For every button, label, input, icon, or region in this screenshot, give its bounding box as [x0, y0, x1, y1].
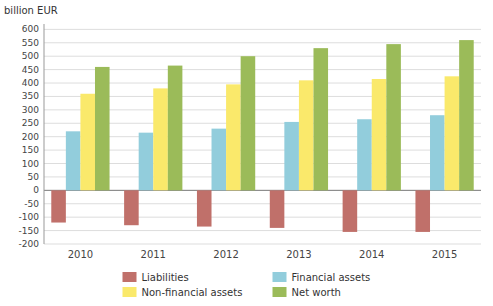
y-tick-label: 550	[22, 38, 39, 48]
y-tick-label: 100	[22, 159, 39, 169]
grid-line	[44, 83, 481, 84]
grid-line	[44, 109, 481, 110]
y-tick-label: 200	[22, 132, 39, 142]
grid	[44, 29, 481, 244]
bar	[372, 79, 387, 190]
bar	[430, 115, 445, 190]
y-tick-label: 300	[22, 105, 39, 115]
bar	[270, 190, 285, 228]
bar	[51, 190, 66, 222]
grid-line	[44, 56, 481, 57]
y-axis-label: billion EUR	[4, 5, 58, 16]
legend-swatch	[123, 287, 137, 297]
y-tick-label: 400	[22, 78, 39, 88]
grid-line	[44, 96, 481, 97]
bar	[284, 122, 299, 190]
y-tick-label: 250	[22, 118, 39, 128]
x-tick-label: 2014	[359, 249, 384, 260]
grid-line	[44, 136, 481, 137]
y-tick-label: 150	[22, 145, 39, 155]
bar	[299, 80, 314, 190]
grid-line	[44, 176, 481, 177]
grid-line	[44, 244, 481, 245]
y-tick-label: 600	[22, 24, 39, 34]
y-tick-labels: -200 -150 -100 -50 0 50 100 150 200 250 300 350 400 4…	[19, 24, 40, 249]
bar	[153, 88, 168, 190]
bar	[415, 190, 430, 232]
x-tick-labels: 2010 2011 2012 2013 2014 2015	[68, 249, 458, 260]
y-tick-label: 0	[33, 185, 39, 195]
bar	[66, 131, 81, 190]
grid-line	[44, 123, 481, 124]
chart-svg: -200 -150 -100 -50 0 50 100 150 200 250 300 350 400 4…	[0, 0, 493, 306]
y-tick-label: -200	[19, 239, 40, 249]
legend-label: Financial assets	[292, 272, 371, 283]
y-tick-label: 350	[22, 91, 39, 101]
y-tick-label: 450	[22, 65, 39, 75]
bar	[343, 190, 358, 232]
x-tick-label: 2010	[68, 249, 93, 260]
x-tick-label: 2011	[141, 249, 166, 260]
bar	[168, 66, 183, 191]
legend-swatch	[123, 272, 137, 282]
bars	[51, 40, 473, 232]
bar	[212, 129, 227, 191]
bar	[459, 40, 474, 190]
bar	[95, 67, 110, 190]
legend-label: Non-financial assets	[142, 287, 243, 298]
legend: Liabilities Financial assets Non-financial…	[123, 272, 371, 298]
y-tick-label: 50	[28, 172, 40, 182]
legend-swatch	[273, 287, 287, 297]
legend-swatch	[273, 272, 287, 282]
y-tick-label: -100	[19, 212, 40, 222]
bar	[313, 48, 328, 190]
y-tick-label: -150	[19, 226, 40, 236]
grid-line	[44, 29, 481, 30]
legend-label: Net worth	[292, 287, 341, 298]
bar	[197, 190, 212, 226]
y-tick-label: -50	[24, 199, 39, 209]
bar	[445, 76, 460, 190]
x-tick-label: 2013	[286, 249, 311, 260]
bar	[241, 56, 256, 190]
grid-line	[44, 69, 481, 70]
x-tick-label: 2012	[213, 249, 238, 260]
grid-line	[44, 42, 481, 43]
legend-label: Liabilities	[142, 272, 189, 283]
y-axis-line	[44, 24, 45, 244]
bar	[139, 133, 154, 191]
bar	[80, 94, 95, 191]
grid-line	[44, 150, 481, 151]
bar	[357, 119, 372, 190]
bar	[124, 190, 139, 225]
chart-container: -200 -150 -100 -50 0 50 100 150 200 250 300 350 400 4…	[0, 0, 493, 306]
grid-line	[44, 163, 481, 164]
bar	[226, 84, 241, 190]
x-tick-label: 2015	[432, 249, 457, 260]
y-tick-label: 500	[22, 51, 39, 61]
bar	[386, 44, 401, 190]
